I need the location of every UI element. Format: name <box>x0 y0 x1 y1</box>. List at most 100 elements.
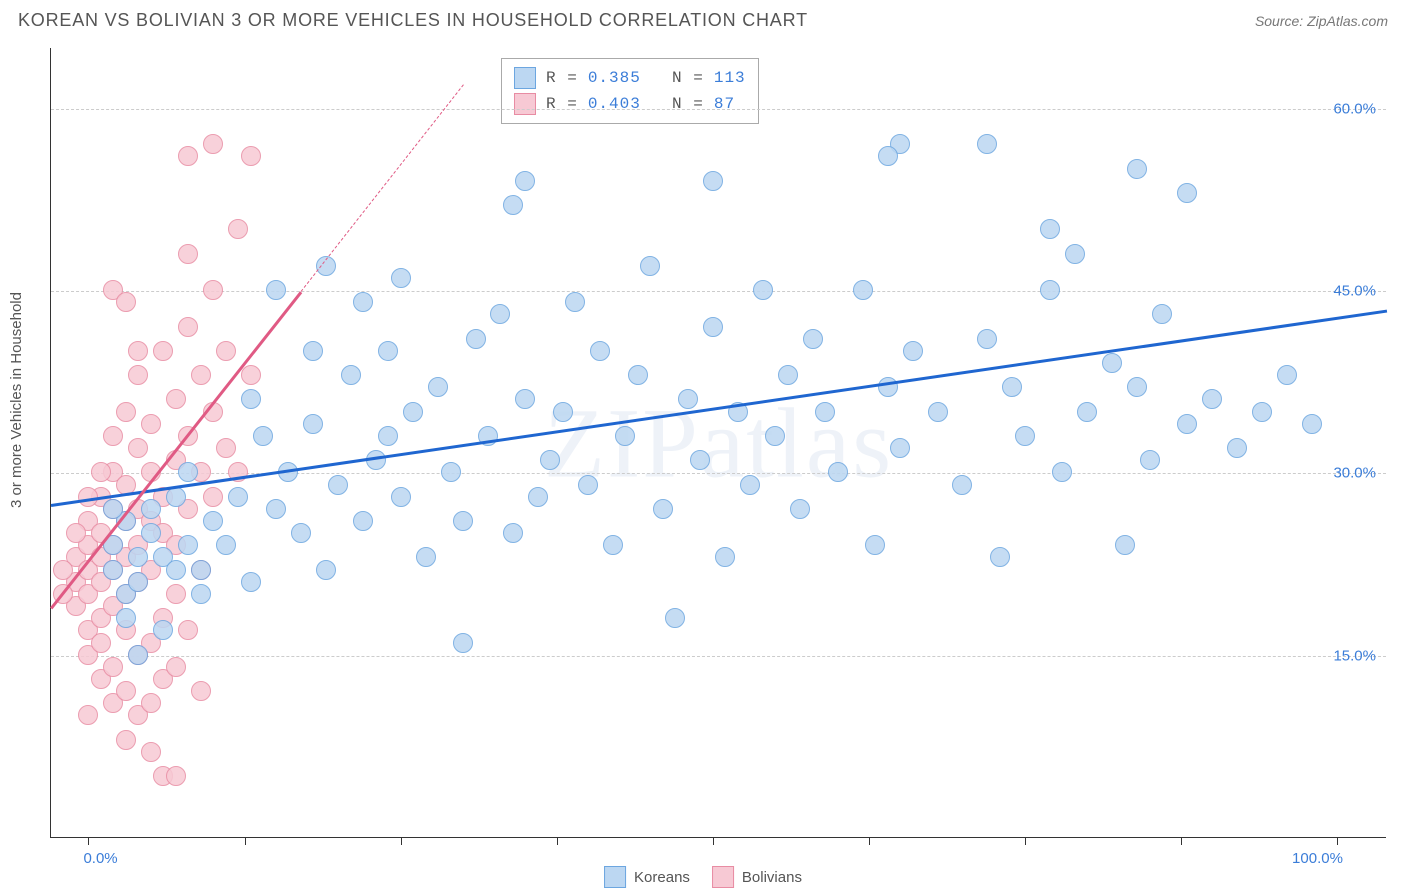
data-point <box>216 341 236 361</box>
data-point <box>128 365 148 385</box>
x-tick <box>557 837 558 845</box>
data-point <box>1152 304 1172 324</box>
data-point <box>178 317 198 337</box>
data-point <box>528 487 548 507</box>
data-point <box>391 268 411 288</box>
data-point <box>341 365 361 385</box>
gridline <box>51 656 1386 657</box>
data-point <box>153 341 173 361</box>
data-point <box>116 402 136 422</box>
data-point <box>241 389 261 409</box>
data-point <box>216 535 236 555</box>
data-point <box>1115 535 1135 555</box>
data-point <box>803 329 823 349</box>
data-point <box>1040 280 1060 300</box>
data-point <box>1077 402 1097 422</box>
data-point <box>166 389 186 409</box>
data-point <box>453 511 473 531</box>
data-point <box>628 365 648 385</box>
data-point <box>490 304 510 324</box>
legend-swatch <box>514 93 536 115</box>
data-point <box>353 292 373 312</box>
stats-row: R =0.403 N = 87 <box>514 91 746 117</box>
data-point <box>990 547 1010 567</box>
x-tick-label: 100.0% <box>1292 850 1343 867</box>
data-point <box>328 475 348 495</box>
data-point <box>1002 377 1022 397</box>
data-point <box>903 341 923 361</box>
stats-row: R =0.385 N =113 <box>514 65 746 91</box>
source-label: Source: ZipAtlas.com <box>1255 13 1388 29</box>
data-point <box>815 402 835 422</box>
legend-item: Koreans <box>604 866 690 888</box>
data-point <box>103 560 123 580</box>
data-point <box>441 462 461 482</box>
data-point <box>128 572 148 592</box>
y-axis-label: 3 or more Vehicles in Household <box>8 292 25 508</box>
data-point <box>291 523 311 543</box>
data-point <box>203 511 223 531</box>
stats-label: R = <box>546 69 578 87</box>
data-point <box>503 523 523 543</box>
data-point <box>191 365 211 385</box>
data-point <box>790 499 810 519</box>
data-point <box>378 426 398 446</box>
data-point <box>316 560 336 580</box>
x-tick <box>713 837 714 845</box>
data-point <box>191 584 211 604</box>
data-point <box>141 414 161 434</box>
stats-label: N = <box>651 95 704 113</box>
data-point <box>466 329 486 349</box>
data-point <box>241 146 261 166</box>
data-point <box>141 742 161 762</box>
data-point <box>1065 244 1085 264</box>
x-tick-label: 0.0% <box>83 850 117 867</box>
data-point <box>241 572 261 592</box>
data-point <box>391 487 411 507</box>
data-point <box>865 535 885 555</box>
data-point <box>416 547 436 567</box>
data-point <box>228 219 248 239</box>
data-point <box>753 280 773 300</box>
data-point <box>828 462 848 482</box>
data-point <box>66 523 86 543</box>
data-point <box>116 292 136 312</box>
stats-legend-box: R =0.385 N =113R =0.403 N = 87 <box>501 58 759 124</box>
data-point <box>191 681 211 701</box>
data-point <box>553 402 573 422</box>
data-point <box>53 560 73 580</box>
data-point <box>216 438 236 458</box>
data-point <box>1202 389 1222 409</box>
legend-item: Bolivians <box>712 866 802 888</box>
data-point <box>1127 159 1147 179</box>
data-point <box>977 329 997 349</box>
data-point <box>166 766 186 786</box>
x-tick <box>401 837 402 845</box>
data-point <box>178 535 198 555</box>
data-point <box>241 365 261 385</box>
y-tick-label: 60.0% <box>1333 100 1376 117</box>
data-point <box>890 438 910 458</box>
data-point <box>778 365 798 385</box>
data-point <box>453 633 473 653</box>
legend-label: Koreans <box>634 869 690 886</box>
data-point <box>166 657 186 677</box>
data-point <box>1177 183 1197 203</box>
series-legend: Koreans Bolivians <box>604 866 802 888</box>
data-point <box>1302 414 1322 434</box>
data-point <box>653 499 673 519</box>
data-point <box>353 511 373 531</box>
data-point <box>128 645 148 665</box>
data-point <box>141 499 161 519</box>
legend-swatch <box>712 866 734 888</box>
data-point <box>153 620 173 640</box>
data-point <box>1102 353 1122 373</box>
data-point <box>952 475 972 495</box>
data-point <box>740 475 760 495</box>
legend-swatch <box>514 67 536 89</box>
stats-r-value: 0.385 <box>588 69 641 87</box>
data-point <box>166 487 186 507</box>
data-point <box>540 450 560 470</box>
x-tick <box>869 837 870 845</box>
data-point <box>928 402 948 422</box>
